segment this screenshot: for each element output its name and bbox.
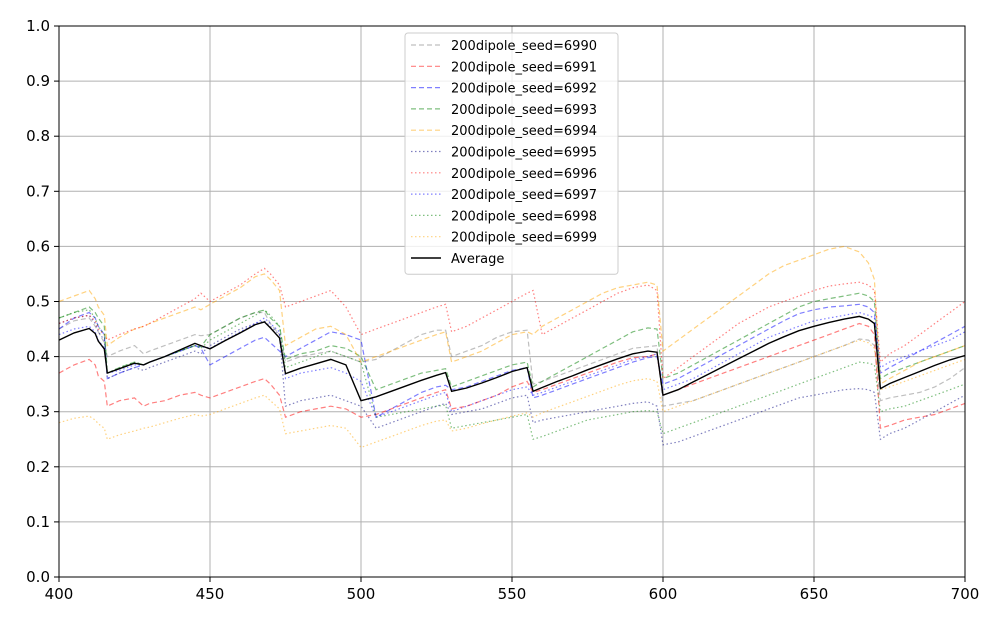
legend: 200dipole_seed=6990 200dipole_seed=6991 20…: [404, 32, 619, 275]
x-tick-label: 400: [45, 585, 74, 603]
legend-label: 200dipole_seed=6992: [451, 82, 597, 97]
y-tick-label: 0.5: [26, 293, 50, 311]
y-tick-label: 0.3: [26, 403, 50, 421]
series-line-10: [58, 315, 966, 402]
y-tick-label: 0.6: [26, 237, 50, 255]
legend-label: 200dipole_seed=6998: [451, 209, 597, 224]
y-tick-label: 0.2: [26, 458, 50, 476]
legend-label: 200dipole_seed=6994: [451, 124, 597, 139]
x-tick-label: 650: [800, 585, 829, 603]
legend-label: 200dipole_seed=6990: [451, 39, 597, 54]
x-tick-label: 450: [196, 585, 225, 603]
y-axis: 0.0 0.1 0.2 0.3 0.4 0.5 0.6 0.7 0.8 0.9 1.0: [26, 17, 59, 586]
x-tick-label: 700: [951, 585, 980, 603]
x-axis: 400 450 500 550 600 650 700: [45, 577, 980, 603]
series-line-8: [58, 309, 966, 441]
x-tick-label: 550: [498, 585, 527, 603]
legend-label: Average: [451, 252, 504, 267]
series-line-0: [58, 311, 966, 407]
y-tick-label: 0.9: [26, 72, 50, 90]
series-lines: [58, 245, 966, 449]
legend-label: 200dipole_seed=6995: [451, 146, 597, 161]
legend-label: 200dipole_seed=6993: [451, 103, 597, 118]
legend-label: 200dipole_seed=6991: [451, 60, 597, 75]
y-tick-label: 0.4: [26, 348, 50, 366]
series-line-2: [58, 303, 966, 419]
y-tick-label: 0.8: [26, 127, 50, 145]
y-tick-label: 0.7: [26, 182, 50, 200]
legend-box: [404, 32, 619, 275]
series-line-5: [58, 314, 966, 446]
legend-label: 200dipole_seed=6999: [451, 231, 597, 246]
series-line-1: [58, 322, 966, 429]
y-tick-label: 0.0: [26, 568, 50, 586]
legend-label: 200dipole_seed=6997: [451, 188, 597, 203]
x-tick-label: 600: [649, 585, 678, 603]
y-tick-label: 1.0: [26, 17, 50, 35]
series-line-4: [58, 245, 966, 386]
x-tick-label: 500: [347, 585, 376, 603]
y-tick-label: 0.1: [26, 513, 50, 531]
legend-label: 200dipole_seed=6996: [451, 167, 597, 182]
